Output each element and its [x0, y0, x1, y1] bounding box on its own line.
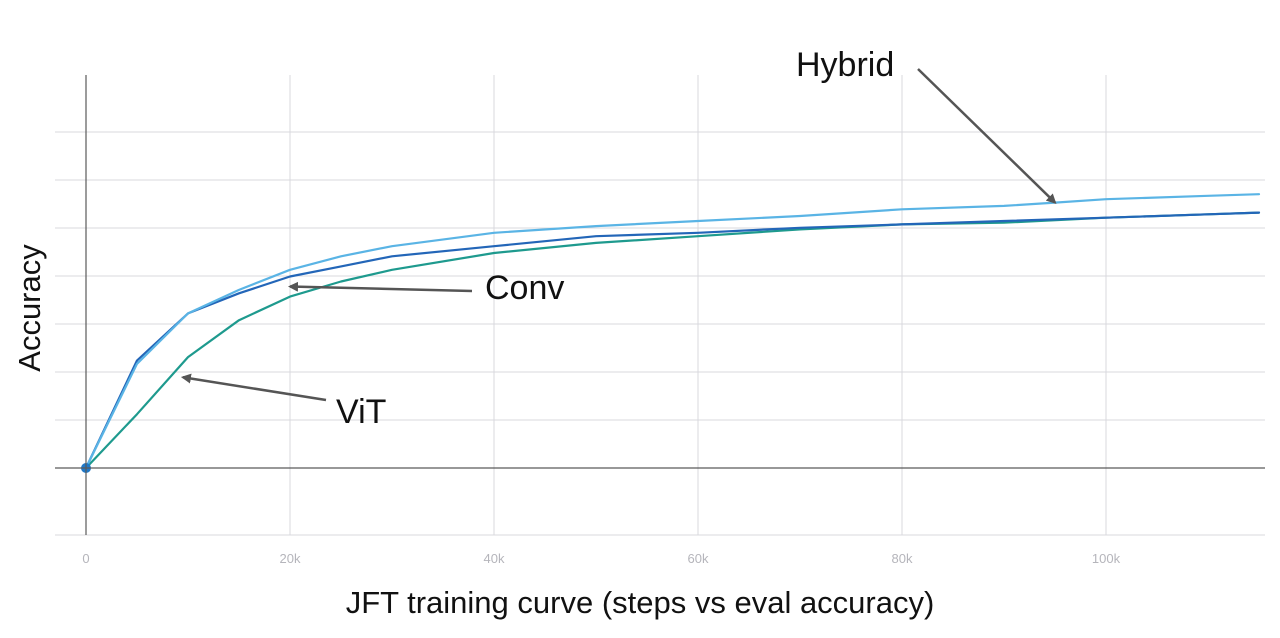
chart-axes	[55, 75, 1265, 535]
x-axis-title: JFT training curve (steps vs eval accura…	[346, 585, 935, 620]
x-tick-label: 40k	[484, 551, 505, 566]
series-line-conv	[84, 211, 1261, 470]
x-tick-label: 100k	[1092, 551, 1121, 566]
annotation-arrow-hybrid	[917, 68, 1057, 204]
annotation-arrow-vit	[180, 373, 327, 402]
x-tick-label: 20k	[280, 551, 301, 566]
x-tick-label: 60k	[688, 551, 709, 566]
annotation-label-vit: ViT	[336, 393, 386, 431]
x-tick-labels: 0 20k 40k 60k 80k 100k	[82, 551, 1120, 566]
chart-series	[81, 193, 1261, 473]
chart-grid	[55, 75, 1265, 536]
series-line-vit	[84, 211, 1261, 470]
x-tick-label: 80k	[892, 551, 913, 566]
annotation-arrow-conv	[288, 281, 473, 293]
annotation-label-hybrid: Hybrid	[796, 46, 894, 84]
series-line-hybrid	[84, 193, 1261, 470]
x-tick-label: 0	[82, 551, 89, 566]
annotation-label-conv: Conv	[485, 269, 564, 307]
chart-annotations: Hybrid Conv ViT	[180, 46, 1057, 431]
y-axis-title: Accuracy	[12, 244, 47, 372]
